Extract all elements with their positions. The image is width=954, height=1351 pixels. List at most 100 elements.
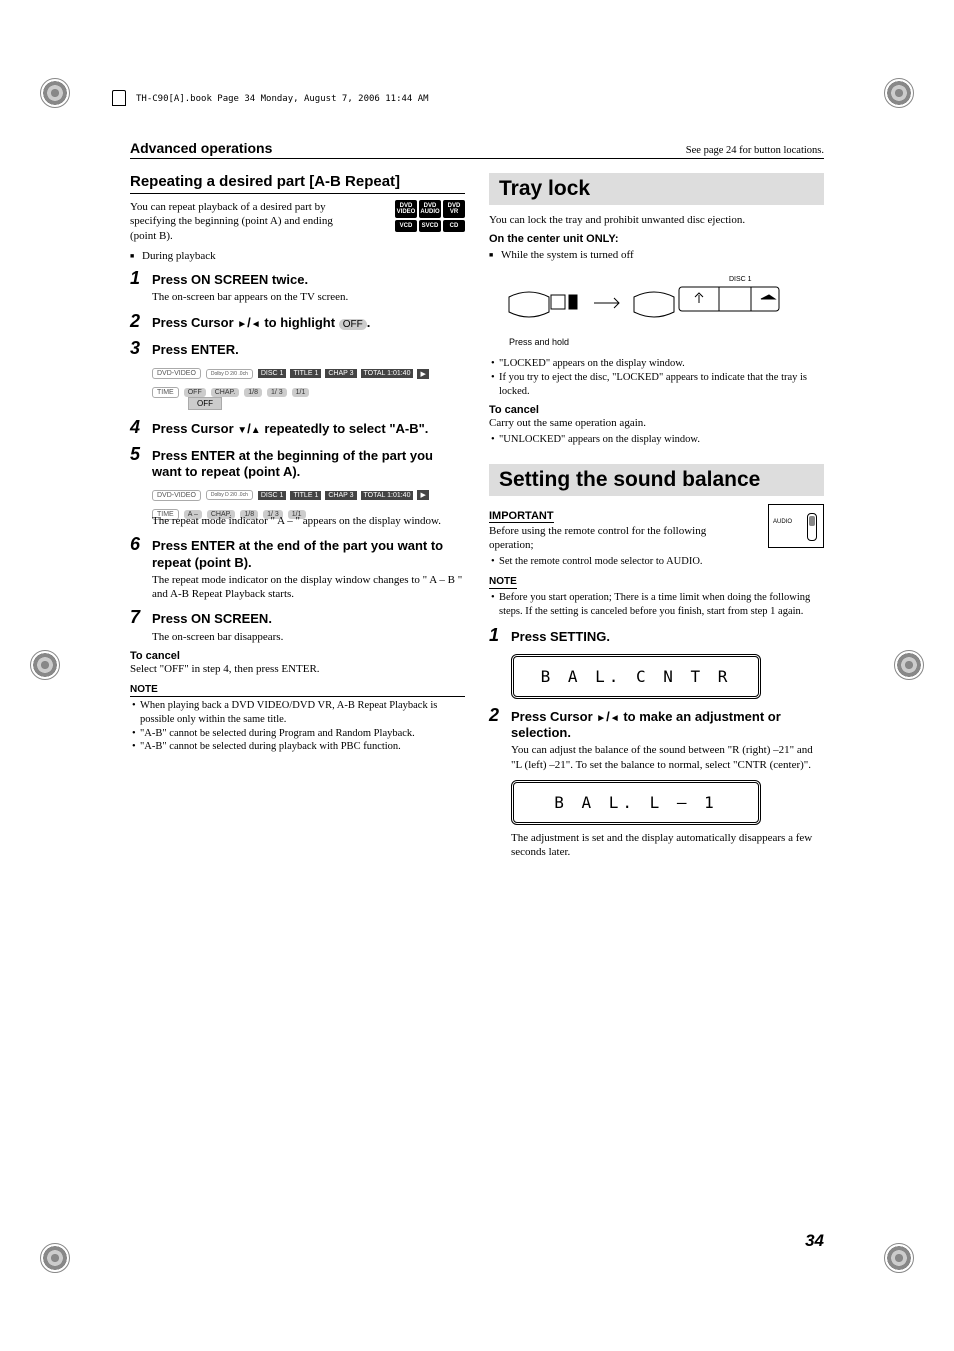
crop-mark — [40, 78, 70, 108]
osd-bar-2: DVD-VIDEO Dolby D 2/0 .0ch DISC 1 TITLE … — [152, 486, 432, 510]
page-ref: See page 24 for button locations. — [686, 145, 824, 156]
step-5: 5 Press ENTER at the beginning of the pa… — [130, 444, 465, 481]
step-number: 1 — [489, 625, 503, 646]
ab-repeat-title: Repeating a desired part [A-B Repeat] — [130, 173, 465, 194]
step-sub: The repeat mode indicator on the display… — [152, 573, 465, 602]
page: TH-C90[A].book Page 34 Monday, August 7,… — [0, 0, 954, 1351]
osd-seg: ▶ — [417, 490, 428, 500]
balance-title: Setting the sound balance — [489, 464, 824, 496]
note-item: "A-B" cannot be selected during playback… — [130, 740, 465, 754]
crop-mark — [40, 1243, 70, 1273]
osd-seg: 1/ 3 — [267, 388, 287, 397]
right-column: Tray lock You can lock the tray and proh… — [489, 173, 824, 860]
important-h: IMPORTANT — [489, 510, 554, 523]
osd-seg: ▶ — [417, 369, 428, 379]
cursor-down-icon: ▼ — [237, 425, 247, 436]
step-heading: Press Cursor ►/◄ to make an adjustment o… — [511, 709, 824, 742]
osd-seg: CHAP 3 — [325, 491, 356, 500]
t: repeatedly to select "A-B". — [261, 421, 429, 436]
badge-dvd-video: DVD VIDEO — [395, 200, 417, 218]
bullet: Before you start operation; There is a t… — [489, 591, 824, 618]
during-playback: During playback — [130, 250, 465, 262]
center-only: On the center unit ONLY: — [489, 233, 824, 245]
tray-intro: You can lock the tray and prohibit unwan… — [489, 213, 824, 227]
bullet: "UNLOCKED" appears on the display window… — [489, 433, 824, 447]
step-heading: Press ON SCREEN twice. — [152, 272, 465, 288]
osd-seg: TITLE 1 — [290, 491, 321, 500]
off-pill: OFF — [339, 319, 367, 330]
step-heading: Press ENTER at the beginning of the part… — [152, 448, 465, 481]
osd-seg: 1/8 — [244, 388, 262, 397]
tray-bullets: "LOCKED" appears on the display window. … — [489, 357, 824, 398]
badge-dvd-audio: DVD AUDIO — [419, 200, 441, 218]
step-6: 6 Press ENTER at the end of the part you… — [130, 534, 465, 601]
tray-lock-title: Tray lock — [489, 173, 824, 205]
crop-mark — [894, 650, 924, 680]
step-2: 2 Press Cursor ►/◄ to highlight OFF. — [130, 311, 465, 332]
cursor-up-icon: ▲ — [251, 425, 261, 436]
step-sub: You can adjust the balance of the sound … — [511, 743, 824, 772]
note-heading: NOTE — [130, 684, 465, 697]
osd-seg: DISC 1 — [258, 369, 287, 378]
balance-step-1: 1 Press SETTING. — [489, 625, 824, 646]
balance-step-2: 2 Press Cursor ►/◄ to make an adjustment… — [489, 705, 824, 772]
cursor-right-icon: ► — [237, 319, 247, 330]
crop-mark — [884, 78, 914, 108]
content-area: Advanced operations See page 24 for butt… — [130, 140, 824, 1231]
important-bullet: Set the remote control mode selector to … — [489, 555, 739, 569]
step-number: 6 — [130, 534, 144, 555]
osd-seg: DISC 1 — [258, 491, 287, 500]
crop-mark — [30, 650, 60, 680]
t: Press Cursor — [152, 315, 237, 330]
step-heading: Press Cursor ►/◄ to highlight OFF. — [152, 315, 465, 332]
crop-mark — [884, 1243, 914, 1273]
step-heading: Press SETTING. — [511, 629, 824, 645]
osd-seg: TOTAL 1:01:40 — [361, 369, 414, 378]
bullet: Set the remote control mode selector to … — [489, 555, 739, 569]
osd-bar-1: DVD-VIDEO Dolby D 2/0 .0ch DISC 1 TITLE … — [152, 365, 432, 389]
t: to highlight — [261, 315, 339, 330]
section-title: Advanced operations — [130, 140, 272, 156]
svg-text:DISC 1: DISC 1 — [729, 276, 752, 283]
tray-illustration: DISC 1 Press and hold — [499, 267, 824, 347]
lcd-display-1: B A L. C N T R — [511, 654, 761, 699]
cursor-right-icon: ► — [596, 713, 606, 724]
step-1: 1 Press ON SCREEN twice. The on-screen b… — [130, 268, 465, 305]
bullet: "LOCKED" appears on the display window. — [489, 357, 824, 371]
step-sub: The on-screen bar appears on the TV scre… — [152, 290, 465, 304]
step-number: 5 — [130, 444, 144, 465]
osd-seg: CHAP 3 — [325, 369, 356, 378]
important-body: Before using the remote control for the … — [489, 524, 739, 553]
osd-seg: 1/1 — [292, 388, 310, 397]
step-number: 2 — [130, 311, 144, 332]
osd-seg: TITLE 1 — [290, 369, 321, 378]
step-number: 2 — [489, 705, 503, 726]
badge-svcd: SVCD — [419, 220, 441, 232]
step-3: 3 Press ENTER. — [130, 338, 465, 359]
osd-seg: Dolby D 2/0 .0ch — [206, 490, 253, 500]
cancel-body: Select "OFF" in step 4, then press ENTER… — [130, 662, 465, 676]
badge-vcd: VCD — [395, 220, 417, 232]
switch-label: AUDIO — [773, 519, 792, 525]
file-header: TH-C90[A].book Page 34 Monday, August 7,… — [130, 92, 435, 106]
step-number: 3 — [130, 338, 144, 359]
bullet: If you try to eject the disc, "LOCKED" a… — [489, 371, 824, 398]
step5-sub: The repeat mode indicator " A – " appear… — [152, 514, 465, 528]
off-dropdown: OFF — [188, 397, 222, 410]
t: Press Cursor — [511, 709, 596, 724]
osd-seg: DVD-VIDEO — [152, 490, 201, 501]
badge-cd: CD — [443, 220, 465, 232]
lcd-display-2: B A L. L – 1 — [511, 780, 761, 825]
tray-cancel-body: Carry out the same operation again. — [489, 416, 824, 430]
balance-note-h: NOTE — [489, 576, 517, 589]
step-heading: Press Cursor ▼/▲ repeatedly to select "A… — [152, 421, 465, 438]
while-off: While the system is turned off — [489, 249, 824, 261]
step-heading: Press ENTER at the end of the part you w… — [152, 538, 465, 571]
cancel-heading: To cancel — [130, 650, 465, 662]
t: Press Cursor — [152, 421, 237, 436]
top-bar: Advanced operations See page 24 for butt… — [130, 140, 824, 159]
cursor-left-icon: ◄ — [251, 319, 261, 330]
step-number: 7 — [130, 607, 144, 628]
osd-seg: DVD-VIDEO — [152, 368, 201, 379]
balance-after: The adjustment is set and the display au… — [511, 831, 824, 860]
